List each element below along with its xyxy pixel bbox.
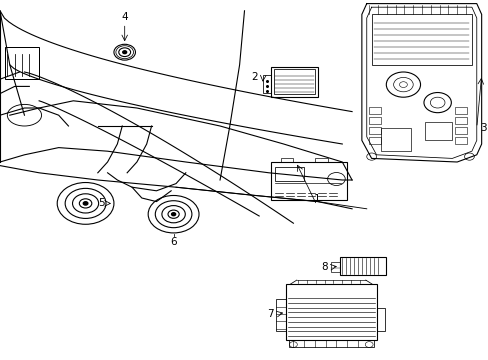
Circle shape [171, 213, 175, 216]
Bar [288, 340, 373, 347]
Bar [275, 167, 303, 181]
Bar [376, 308, 385, 331]
Bar [381, 128, 410, 151]
Bar [368, 107, 381, 114]
Bar [276, 299, 285, 331]
Bar [368, 117, 381, 124]
Bar [454, 107, 466, 114]
Circle shape [83, 202, 88, 205]
Bar [454, 137, 466, 144]
Bar [315, 158, 327, 162]
Text: 8: 8 [320, 262, 327, 272]
Bar [285, 284, 376, 340]
Bar [271, 162, 346, 200]
Bar [454, 127, 466, 134]
Text: 1: 1 [313, 194, 320, 204]
Bar [271, 67, 317, 97]
Bar [281, 158, 293, 162]
Bar [425, 122, 451, 140]
Text: 4: 4 [121, 12, 128, 22]
Bar [5, 47, 39, 79]
Bar [454, 117, 466, 124]
Bar [339, 257, 386, 275]
Bar [368, 127, 381, 134]
Text: 6: 6 [170, 237, 177, 247]
Text: 5: 5 [98, 198, 105, 208]
Circle shape [122, 51, 126, 54]
Text: 3: 3 [479, 123, 486, 133]
Text: 7: 7 [266, 309, 273, 319]
Bar [273, 69, 315, 94]
Text: 2: 2 [251, 72, 258, 82]
Bar [330, 262, 339, 272]
Bar [371, 14, 471, 65]
Bar [262, 75, 271, 93]
Bar [368, 137, 381, 144]
